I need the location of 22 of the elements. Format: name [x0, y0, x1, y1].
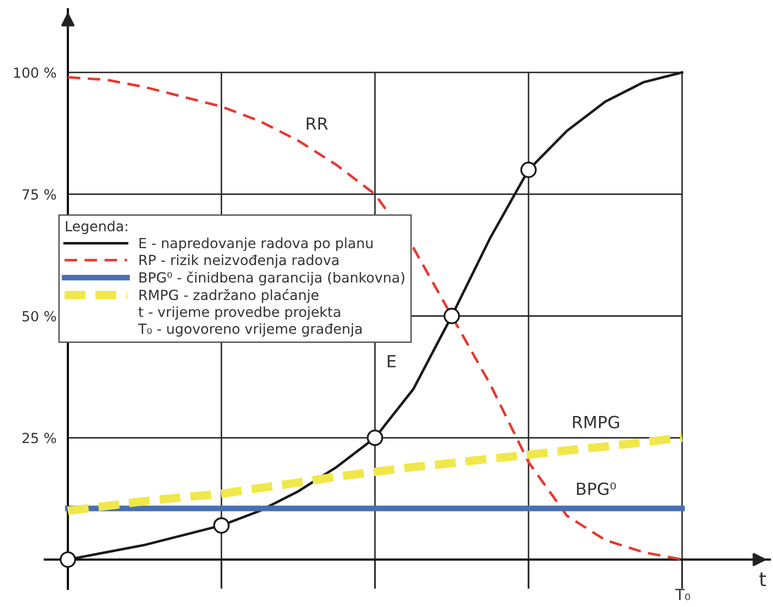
annotation: t - vrijeme provedbe projekta: [138, 306, 340, 320]
text: T₀: [675, 588, 690, 600]
y-tick-label: 25 %: [22, 432, 56, 444]
point: [60, 551, 76, 568]
point: [520, 162, 537, 178]
annotation: E: [388, 355, 396, 368]
legend-label: BPG⁰ - činidbena garancija (bankovna): [140, 271, 404, 286]
point: [366, 430, 384, 446]
annotation: BPG⁰: [576, 482, 616, 496]
legend-label: RMPG - zadržano plaćanje: [140, 288, 318, 303]
point: [444, 308, 460, 324]
y-tick-label: 100 %: [14, 67, 56, 78]
point: [213, 517, 230, 534]
annotation: RR: [306, 117, 328, 130]
annotation: RMPG: [573, 416, 619, 428]
annotation: T₀ - ugovoreno vrijeme građenja: [138, 323, 362, 337]
x-axis-title: t: [759, 572, 766, 586]
legend-label: RP - rizik neizvođenja radova: [140, 254, 338, 268]
legend-title: Legenda:: [66, 220, 128, 234]
y-tick-label: 50 %: [22, 310, 56, 322]
y-tick-label: 75 %: [22, 189, 56, 200]
legend-label: E - napredovanje radova po planu: [140, 238, 372, 251]
